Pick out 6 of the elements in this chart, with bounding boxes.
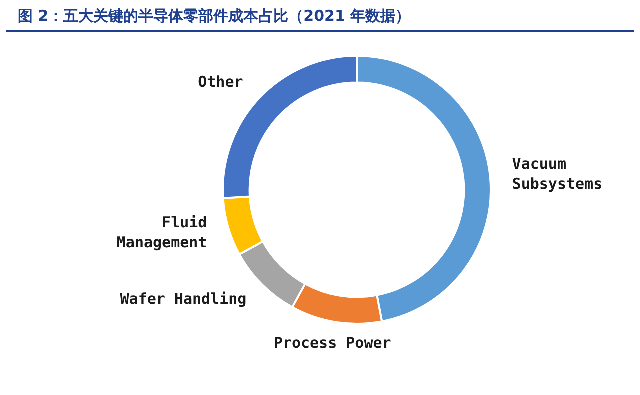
- slice-label: Vacuum Subsystems: [512, 155, 603, 194]
- chart-title: 图 2：五大关键的半导体零部件成本占比（2021 年数据）: [6, 0, 634, 32]
- slice-label: Process Power: [274, 334, 392, 352]
- slice-label: Other: [198, 73, 244, 92]
- slice-label: Fluid Management: [116, 213, 208, 252]
- slice-label: Wafer Handling: [120, 290, 247, 308]
